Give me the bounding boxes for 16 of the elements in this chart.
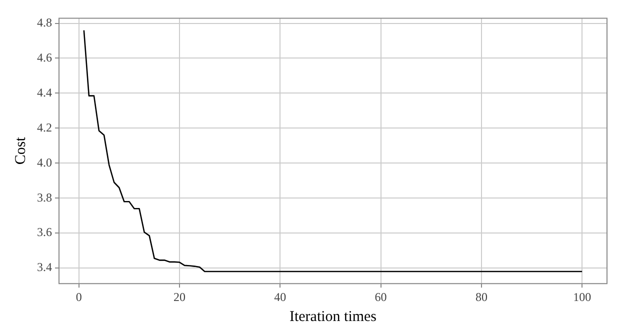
x-tick-label: 60 bbox=[374, 290, 387, 304]
y-tick-label: 4.0 bbox=[37, 155, 52, 170]
x-axis-title: Iteration times bbox=[289, 308, 377, 325]
y-tick-label: 3.4 bbox=[37, 260, 52, 274]
y-tick-label: 3.8 bbox=[37, 190, 52, 204]
y-tick-label: 4.8 bbox=[37, 15, 52, 30]
x-tick-label: 40 bbox=[274, 290, 286, 304]
x-tick-label: 0 bbox=[76, 290, 82, 304]
y-tick-label: 3.6 bbox=[37, 225, 52, 240]
x-tick-label: 20 bbox=[174, 290, 186, 304]
y-axis-title: Cost bbox=[12, 136, 29, 165]
x-tick-label: 100 bbox=[573, 290, 592, 304]
y-tick-label: 4.6 bbox=[37, 50, 52, 64]
y-tick-label: 4.2 bbox=[37, 120, 52, 134]
x-tick-label: 80 bbox=[475, 290, 488, 304]
y-tick-label: 4.4 bbox=[37, 85, 52, 100]
